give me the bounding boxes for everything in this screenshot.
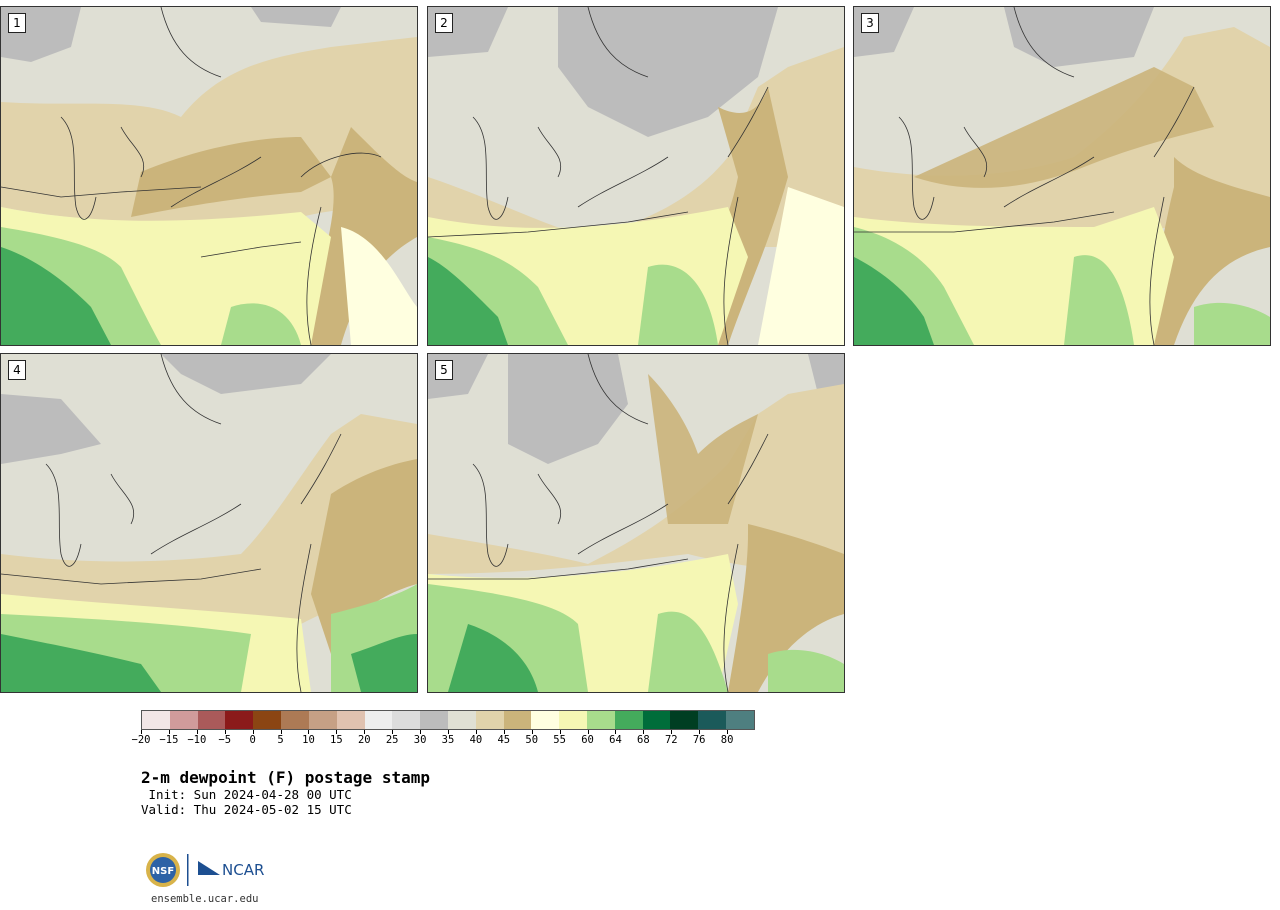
colorbar-tick-mark (475, 730, 477, 734)
colorbar-tick-mark (252, 730, 254, 734)
colorbar-tick-label: 35 (441, 734, 455, 746)
colorbar-swatch (364, 711, 393, 729)
map-panel-1: 1 (0, 6, 418, 346)
map-panel-5: 5 (427, 353, 845, 693)
colorbar-swatch (670, 711, 699, 729)
colorbar-tick-label: 45 (497, 734, 511, 746)
colorbar-ticks: −20 −15 −10 −5 0 5 10 15 20 25 30 35 40 45 50 55 60 64 68 7… (132, 730, 755, 750)
colorbar-tick-label: 20 (357, 734, 371, 746)
sponsor-logos: NSF NCAR (145, 851, 275, 891)
colorbar-tick-label: 25 (385, 734, 399, 746)
colorbar-swatch (698, 711, 727, 729)
colorbar-tick-mark (168, 730, 170, 734)
plot-title: 2-m dewpoint (F) postage stamp (141, 768, 430, 787)
colorbar-swatch (253, 711, 282, 729)
colorbar-swatch (587, 711, 615, 729)
colorbar-swatch (726, 711, 754, 729)
dewpoint-map (428, 7, 844, 345)
colorbar-tick-mark (671, 730, 673, 734)
colorbar-tick-label: 30 (413, 734, 427, 746)
colorbar-swatch (142, 711, 170, 729)
colorbar-tick-mark (559, 730, 561, 734)
colorbar-tick-label: 10 (302, 734, 315, 746)
colorbar-tick-label: −20 (131, 734, 151, 746)
colorbar-tick-label: 40 (469, 734, 483, 746)
colorbar-swatch (420, 711, 448, 729)
colorbar (141, 710, 755, 730)
colorbar-swatch (392, 711, 421, 729)
colorbar-tick-mark (141, 730, 142, 734)
colorbar-swatch (197, 711, 226, 729)
colorbar-tick-label: 15 (330, 734, 343, 746)
panel-number: 5 (435, 360, 453, 380)
colorbar-tick-label: −10 (187, 734, 207, 746)
colorbar-tick-mark (587, 730, 589, 734)
nsf-ncar-logo: NSF NCAR (146, 853, 264, 887)
dewpoint-map (1, 354, 417, 692)
init-time: Init: Sun 2024-04-28 00 UTC (141, 787, 352, 802)
colorbar-tick-mark (643, 730, 645, 734)
dewpoint-map (428, 354, 844, 692)
panel-number: 4 (8, 360, 26, 380)
colorbar-tick-label: −5 (218, 734, 232, 746)
colorbar-tick-label: 5 (277, 734, 284, 746)
colorbar-swatch (225, 711, 254, 729)
colorbar-tick-mark (503, 730, 505, 734)
colorbar-tick-mark (336, 730, 338, 734)
colorbar-tick-mark (280, 730, 282, 734)
dewpoint-map (1, 7, 417, 345)
panel-number: 3 (861, 13, 879, 33)
colorbar-tick-mark (392, 730, 394, 734)
colorbar-tick-mark (448, 730, 449, 734)
colorbar-tick-mark (727, 730, 729, 734)
svg-text:NSF: NSF (152, 866, 174, 877)
colorbar-tick-label: 60 (581, 734, 594, 746)
panel-number: 2 (435, 13, 453, 33)
colorbar-swatch (475, 711, 504, 729)
colorbar-tick-label: 50 (525, 734, 539, 746)
colorbar-swatch (281, 711, 309, 729)
colorbar-tick-mark (224, 730, 226, 734)
colorbar-tick-label: 55 (553, 734, 566, 746)
colorbar-swatch (169, 711, 198, 729)
valid-time: Valid: Thu 2024-05-02 15 UTC (141, 802, 352, 817)
dewpoint-map (854, 7, 1270, 345)
colorbar-tick-label: 68 (637, 734, 650, 746)
panel-number: 1 (8, 13, 26, 33)
colorbar-swatch (503, 711, 532, 729)
map-panel-4: 4 (0, 353, 418, 693)
svg-text:NCAR: NCAR (222, 861, 264, 879)
colorbar-swatch (447, 711, 476, 729)
colorbar-swatch (642, 711, 671, 729)
colorbar-swatch (531, 711, 560, 729)
colorbar-tick-mark (420, 730, 422, 734)
colorbar-tick-mark (615, 730, 617, 734)
map-panel-2: 2 (427, 6, 845, 346)
colorbar-tick-label: −15 (159, 734, 179, 746)
map-panel-3: 3 (853, 6, 1271, 346)
colorbar-tick-label: 76 (692, 734, 706, 746)
colorbar-tick-label: 64 (609, 734, 622, 746)
site-url: ensemble.ucar.edu (151, 893, 259, 905)
colorbar-swatch (614, 711, 643, 729)
colorbar-tick-mark (699, 730, 701, 734)
colorbar-tick-mark (196, 730, 198, 734)
colorbar-tick-mark (308, 730, 310, 734)
colorbar-tick-label: 80 (720, 734, 734, 746)
colorbar-tick-mark (364, 730, 366, 734)
colorbar-tick-label: 72 (664, 734, 678, 746)
colorbar-tick-mark (531, 730, 533, 734)
colorbar-tick-label: 0 (249, 734, 256, 746)
colorbar-swatch (308, 711, 337, 729)
colorbar-swatch (559, 711, 587, 729)
colorbar-swatch (336, 711, 365, 729)
